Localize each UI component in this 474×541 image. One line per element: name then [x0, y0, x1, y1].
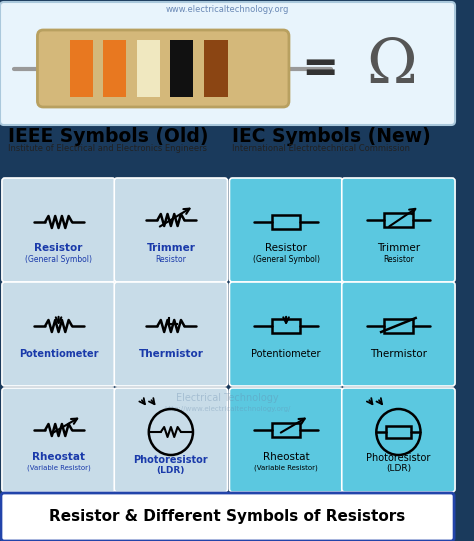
FancyBboxPatch shape [342, 178, 455, 282]
Text: Rheostat: Rheostat [32, 452, 85, 462]
Bar [272, 423, 301, 437]
Text: Electrical Technology: Electrical Technology [176, 393, 279, 403]
Text: Resistor: Resistor [35, 243, 83, 253]
Text: Resistor: Resistor [383, 254, 414, 263]
Bar [70, 40, 93, 97]
Text: =: = [301, 47, 338, 90]
Bar [103, 40, 126, 97]
Text: International Electrotechnical Commission: International Electrotechnical Commissio… [232, 144, 410, 153]
Text: Resistor: Resistor [265, 243, 307, 253]
FancyBboxPatch shape [0, 2, 455, 125]
FancyBboxPatch shape [2, 388, 115, 492]
Text: Potentiometer: Potentiometer [251, 349, 321, 359]
Text: Potentiometer: Potentiometer [19, 349, 98, 359]
Bar [137, 40, 160, 97]
Text: (LDR): (LDR) [157, 466, 185, 476]
FancyBboxPatch shape [1, 493, 454, 541]
Text: Thermistor: Thermistor [138, 349, 203, 359]
FancyBboxPatch shape [342, 282, 455, 386]
Bar [272, 215, 301, 229]
Bar [384, 319, 413, 333]
Text: Resistor: Resistor [155, 255, 186, 265]
Text: Institute of Electrical and Electronics Engineers: Institute of Electrical and Electronics … [8, 144, 207, 153]
Bar [170, 40, 193, 97]
Text: Rheostat: Rheostat [263, 452, 310, 462]
FancyBboxPatch shape [2, 282, 115, 386]
FancyBboxPatch shape [114, 178, 228, 282]
Text: IEC Symbols (New): IEC Symbols (New) [232, 127, 431, 146]
Text: http://www.electricaltechnology.org/: http://www.electricaltechnology.org/ [164, 406, 291, 412]
Text: (LDR): (LDR) [386, 465, 411, 473]
FancyBboxPatch shape [114, 388, 228, 492]
Text: Trimmer: Trimmer [146, 243, 195, 253]
Text: Resistor & Different Symbols of Resistors: Resistor & Different Symbols of Resistor… [49, 510, 406, 525]
Text: Trimmer: Trimmer [377, 243, 420, 253]
Bar [384, 213, 413, 227]
FancyBboxPatch shape [342, 388, 455, 492]
FancyBboxPatch shape [229, 282, 343, 386]
Text: Photoresistor: Photoresistor [134, 455, 208, 465]
Text: Photoresistor: Photoresistor [366, 453, 430, 463]
FancyBboxPatch shape [37, 30, 289, 107]
FancyBboxPatch shape [229, 388, 343, 492]
Text: (General Symbol): (General Symbol) [25, 255, 92, 265]
Text: Ω: Ω [366, 36, 417, 96]
Text: (Variable Resistor): (Variable Resistor) [254, 465, 318, 471]
FancyBboxPatch shape [114, 282, 228, 386]
FancyBboxPatch shape [229, 178, 343, 282]
Text: (General Symbol): (General Symbol) [253, 254, 319, 263]
Bar [386, 426, 411, 438]
Text: (Variable Resistor): (Variable Resistor) [27, 465, 91, 471]
Bar [204, 40, 228, 97]
Bar [272, 319, 301, 333]
Text: www.electricaltechnology.org: www.electricaltechnology.org [166, 4, 289, 14]
Text: IEEE Symbols (Old): IEEE Symbols (Old) [8, 127, 208, 146]
Text: Thermistor: Thermistor [370, 349, 427, 359]
FancyBboxPatch shape [2, 178, 115, 282]
